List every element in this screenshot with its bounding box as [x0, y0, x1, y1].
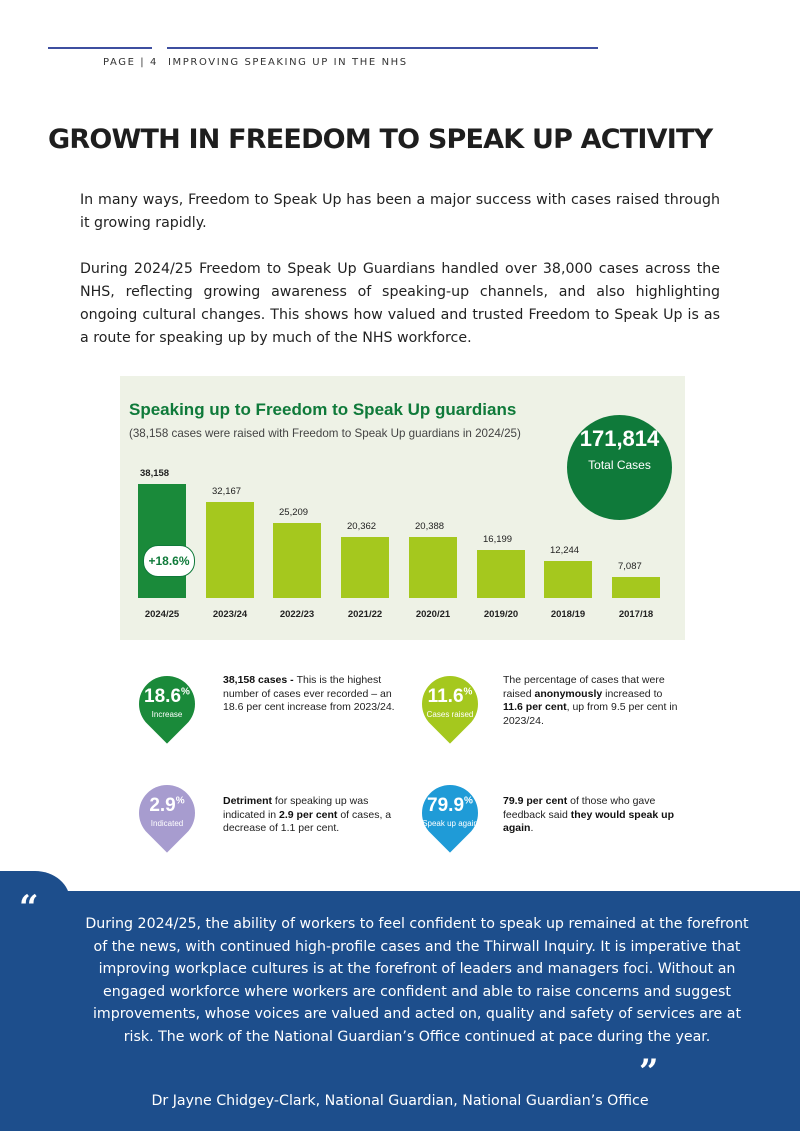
bar-value-label: 16,199: [483, 534, 513, 545]
category-label: 2018/19: [550, 609, 586, 620]
stat-pin-icon: 2.9% Indicated: [127, 773, 207, 853]
bar-value-label: 32,167: [212, 486, 242, 497]
bar-2020-21: [409, 537, 457, 598]
stat-value: 18.6%: [144, 686, 190, 707]
bar-2018-19: [544, 561, 592, 598]
stat-pin-icon: 79.9% Speak up again: [410, 773, 490, 853]
quote-attribution: Dr Jayne Chidgey-Clark, National Guardia…: [151, 1093, 649, 1109]
open-quote-icon: “: [19, 888, 39, 928]
increase-bubble: +18.6%: [143, 545, 195, 577]
stat-value: 2.9%: [149, 795, 185, 816]
stat-caption: Indicated: [150, 819, 184, 828]
category-label: 2022/23: [279, 609, 315, 620]
section-label: IMPROVING SPEAKING UP IN THE NHS: [168, 57, 408, 68]
stat-description: 38,158 cases - This is the highest numbe…: [223, 674, 395, 713]
total-cases-value: 171,814: [579, 426, 660, 451]
bar-value-label: 7,087: [618, 561, 642, 572]
bar-2022-23: [273, 523, 321, 598]
close-quote-icon: ”: [639, 1052, 659, 1092]
chart-subtitle: (38,158 cases were raised with Freedom t…: [129, 427, 521, 440]
stat-description: The percentage of cases that were raised…: [503, 674, 678, 727]
page-number: PAGE | 4: [103, 57, 159, 68]
bar-value-label: 25,209: [279, 507, 309, 518]
category-label: 2020/21: [415, 609, 451, 620]
stat-pin-icon: 18.6% Increase: [127, 664, 207, 744]
category-label: 2024/25: [144, 609, 180, 620]
page-title: GROWTH IN FREEDOM TO SPEAK UP ACTIVITY: [48, 124, 713, 155]
category-label: 2021/22: [347, 609, 383, 620]
bar-value-label: 20,362: [347, 521, 377, 532]
bar-value-label: 20,388: [415, 521, 445, 532]
stat-caption: Speak up again: [422, 819, 478, 828]
bar-2019-20: [477, 550, 525, 598]
body-paragraph: During 2024/25 Freedom to Speak Up Guard…: [80, 261, 720, 346]
category-label: 2017/18: [618, 609, 654, 620]
chart-title: Speaking up to Freedom to Speak Up guard…: [129, 400, 517, 419]
category-label: 2019/20: [483, 609, 519, 620]
stat-value: 79.9%: [427, 795, 473, 816]
total-cases-label: Total Cases: [588, 458, 651, 472]
stat-value: 11.6%: [427, 686, 473, 707]
quote-panel: [0, 891, 800, 1131]
bar-value-label: 12,244: [550, 545, 580, 556]
bar-2023-24: [206, 502, 254, 598]
stat-description: 79.9 per cent of those who gave feedback…: [503, 795, 674, 834]
quote-text: During 2024/25, the ability of workers t…: [85, 916, 749, 1045]
category-label: 2023/24: [212, 609, 248, 620]
bar-2021-22: [341, 537, 389, 598]
stat-description: Detriment for speaking up was indicated …: [223, 795, 392, 834]
header-rule-left: [48, 47, 152, 49]
bar-value-label: 38,158: [140, 468, 170, 479]
intro-paragraph: In many ways, Freedom to Speak Up has be…: [80, 192, 720, 231]
bar-2024-25: [138, 484, 186, 598]
stat-caption: Increase: [151, 710, 183, 719]
stat-caption: Cases raised: [426, 710, 474, 719]
header-rule-right: [167, 47, 598, 49]
total-cases-circle: 171,814 Total Cases: [567, 415, 672, 520]
stat-pin-icon: 11.6% Cases raised: [410, 664, 490, 744]
bar-2017-18: [612, 577, 660, 598]
